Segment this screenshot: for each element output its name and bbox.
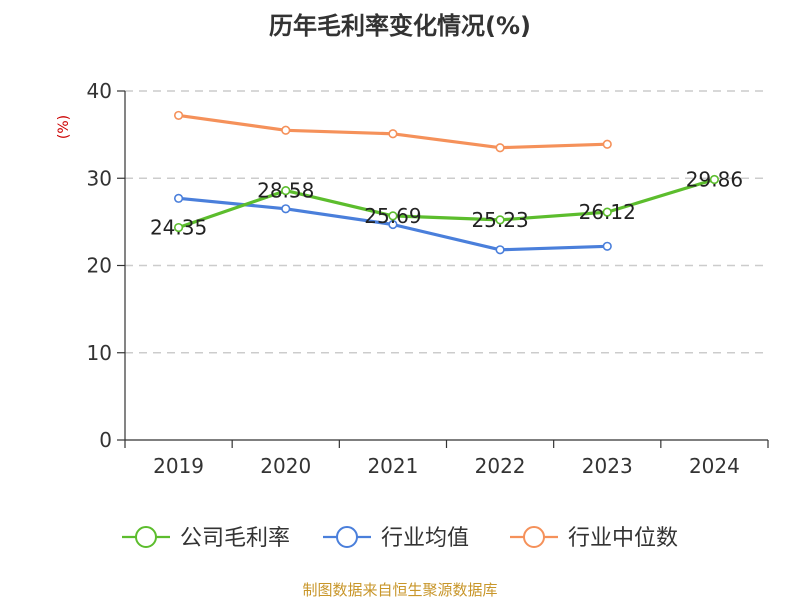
x-tick-label: 2022 [475,454,526,478]
data-label: 24.35 [150,216,207,240]
data-point [281,204,291,214]
data-point [388,129,398,139]
x-tick-label: 2023 [582,454,633,478]
data-point [602,241,612,251]
data-label: 25.23 [471,208,528,232]
x-tick-label: 2024 [689,454,740,478]
series-line-0 [177,177,716,230]
data-point [495,245,505,255]
data-point [709,174,720,185]
source-note: 制图数据来自恒生聚源数据库 [302,581,497,599]
legend-item[interactable]: 公司毛利率 [122,526,290,551]
data-labels: 24.35 28.58 25.69 25.23 26.12 29.86 [150,167,743,239]
legend[interactable]: 公司毛利率 行业均值 行业中位数 [122,526,678,551]
axes: 0 10 20 30 40 2019 2020 2021 2022 2023 2024 [87,79,769,478]
data-label: 25.69 [364,204,421,228]
y-tick-label: 20 [87,254,112,278]
legend-marker-icon [523,526,545,548]
data-label: 29.86 [686,167,743,191]
x-tick-label: 2020 [260,454,311,478]
x-tick-label: 2021 [367,454,418,478]
data-point [173,110,184,121]
data-point [602,207,612,217]
data-point [602,139,612,149]
y-axis-unit: (%) [56,115,72,139]
legend-label: 行业均值 [381,526,469,551]
y-tick-label: 0 [99,428,112,452]
data-point [495,215,505,225]
legend-label: 公司毛利率 [180,526,290,551]
legend-item[interactable]: 行业中位数 [510,526,678,551]
data-point [388,211,398,221]
legend-marker-icon [135,526,157,548]
legend-item[interactable]: 行业均值 [323,526,469,551]
x-tick-label: 2019 [153,454,204,478]
series-lines [173,110,720,255]
data-point [173,193,184,203]
gridlines [125,90,768,354]
data-label: 26.12 [579,200,636,224]
data-point [173,222,184,233]
legend-marker-icon [336,526,358,548]
y-tick-label: 30 [87,166,112,190]
legend-label: 行业中位数 [568,526,678,551]
data-point [495,143,505,153]
chart-title: 历年毛利率变化情况(%) [269,12,531,40]
y-tick-label: 40 [87,79,112,103]
data-point [281,125,291,135]
data-point [388,219,398,230]
data-point [281,186,291,196]
data-label: 28.58 [257,179,314,203]
y-tick-label: 10 [87,341,112,365]
